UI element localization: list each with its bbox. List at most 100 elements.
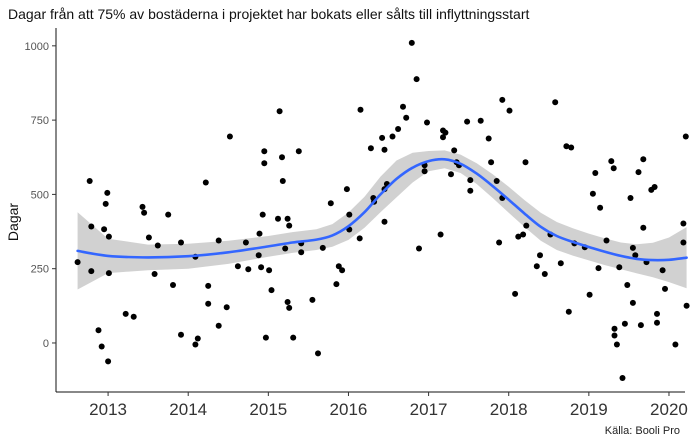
data-point (223, 304, 230, 311)
data-point (485, 135, 492, 142)
data-point (682, 133, 689, 140)
data-point (343, 186, 350, 193)
data-point (105, 270, 112, 277)
data-point (101, 226, 108, 233)
data-point (467, 187, 474, 194)
data-point (515, 233, 522, 240)
data-point (589, 190, 596, 197)
y-tick-label: 250 (31, 264, 49, 276)
source-note: Källa: Booli Pro (604, 425, 680, 437)
data-point (98, 343, 105, 350)
data-point (624, 282, 631, 288)
data-point (640, 224, 647, 231)
data-point (621, 320, 628, 327)
data-point (568, 144, 575, 151)
data-point (215, 322, 222, 329)
data-point (104, 189, 111, 196)
data-point (408, 39, 415, 46)
data-point (215, 237, 222, 244)
data-point (610, 165, 617, 172)
data-point (74, 259, 81, 266)
data-point (541, 271, 548, 277)
data-point (448, 171, 454, 178)
data-point (672, 341, 679, 348)
data-point (520, 231, 527, 238)
data-point (286, 222, 293, 229)
data-point (680, 239, 687, 246)
data-point (122, 310, 129, 317)
x-tick-label: 2020 (650, 400, 688, 419)
data-point (88, 223, 95, 230)
data-point (165, 211, 172, 218)
data-point (333, 281, 340, 288)
x-tick-label: 2018 (490, 400, 528, 419)
x-tick-label: 2013 (89, 400, 127, 419)
data-point (629, 244, 636, 251)
data-point (202, 179, 209, 186)
confidence-band-layer (77, 150, 687, 290)
data-point (279, 178, 286, 184)
data-point (493, 178, 500, 184)
data-point (86, 178, 93, 184)
data-point (619, 375, 626, 381)
data-point (533, 263, 540, 270)
data-point (467, 177, 474, 184)
axes-layer (55, 28, 685, 393)
data-point (662, 285, 668, 292)
data-point (552, 99, 559, 106)
data-point (194, 335, 201, 342)
data-point (266, 267, 273, 274)
data-point (424, 119, 430, 126)
data-point (367, 145, 374, 152)
data-point (327, 200, 334, 207)
data-point (416, 245, 422, 252)
data-point (102, 200, 109, 207)
data-point (357, 106, 364, 113)
data-point (563, 143, 570, 150)
data-point (442, 129, 449, 136)
data-point (506, 107, 513, 114)
data-point (145, 234, 152, 241)
data-point (284, 299, 291, 305)
data-point (464, 118, 471, 125)
data-point (608, 158, 615, 165)
data-point (105, 358, 112, 365)
data-point (154, 242, 161, 249)
data-point (256, 230, 263, 237)
data-point (178, 239, 184, 246)
data-point (279, 154, 285, 161)
y-tick-label: 0 (43, 338, 49, 350)
y-tick-label: 500 (31, 189, 49, 201)
data-point (298, 249, 305, 256)
data-point (654, 310, 660, 317)
trend-line-layer (76, 157, 688, 262)
data-point (130, 313, 137, 320)
data-point (421, 168, 428, 175)
data-point (275, 215, 281, 222)
data-point (632, 252, 639, 259)
data-point (522, 159, 529, 166)
data-point (616, 264, 623, 271)
data-point (192, 341, 199, 348)
data-point (659, 267, 666, 274)
data-point (651, 184, 658, 190)
y-axis-title: Dagar (5, 203, 21, 241)
data-point (451, 147, 458, 154)
data-point (523, 222, 530, 229)
data-point (286, 304, 293, 311)
data-point (226, 133, 233, 140)
data-point (309, 296, 316, 303)
data-point (139, 203, 146, 210)
data-point (381, 146, 388, 153)
data-point (319, 244, 326, 251)
data-point (151, 271, 158, 277)
data-point (635, 169, 642, 176)
data-point (640, 156, 647, 163)
data-point (595, 265, 602, 272)
data-point (356, 235, 363, 242)
data-point (255, 252, 262, 259)
data-point (389, 133, 396, 140)
data-point (284, 215, 291, 222)
data-point (496, 239, 503, 246)
